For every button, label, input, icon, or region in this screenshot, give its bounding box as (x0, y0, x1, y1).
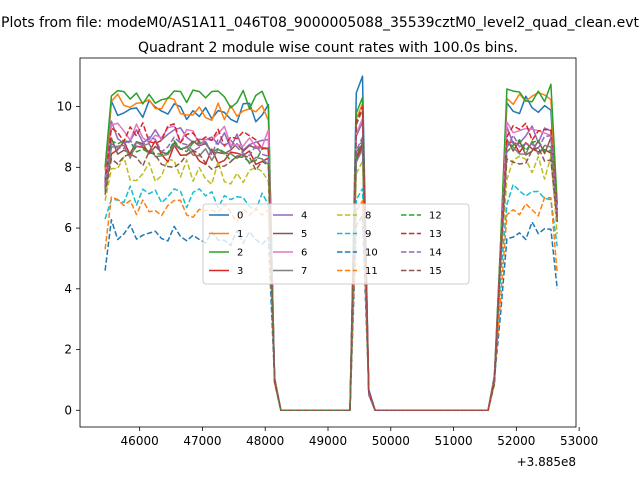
chart-title: Quadrant 2 module wise count rates with … (138, 40, 518, 56)
x-tick-label: 46000 (121, 434, 159, 448)
legend-label-9: 9 (365, 229, 371, 240)
legend-label-4: 4 (301, 211, 307, 222)
x-tick-label: 51000 (434, 434, 472, 448)
plot-area (79, 57, 577, 428)
legend-label-6: 6 (301, 248, 307, 259)
legend-label-3: 3 (237, 266, 243, 277)
y-tick-label: 8 (64, 160, 72, 174)
legend-label-14: 14 (429, 248, 442, 259)
figure-suptitle: Plots from file: modeM0/AS1A11_046T08_90… (1, 15, 639, 31)
legend-label-7: 7 (301, 266, 307, 277)
x-tick-label: 48000 (246, 434, 284, 448)
y-tick-label: 6 (64, 221, 72, 235)
legend-label-13: 13 (429, 229, 442, 240)
y-tick-label: 0 (64, 403, 72, 417)
legend-label-8: 8 (365, 211, 371, 222)
x-tick-label: 50000 (372, 434, 410, 448)
x-tick-label: 49000 (309, 434, 347, 448)
x-axis-offset-text: +3.885e8 (517, 455, 576, 469)
series-layer (104, 75, 558, 412)
legend-frame (202, 203, 470, 285)
x-tick-label: 53000 (560, 434, 598, 448)
x-tick-label: 52000 (497, 434, 535, 448)
legend-label-5: 5 (301, 229, 307, 240)
y-tick-label: 10 (57, 100, 72, 114)
x-tick-label: 47000 (183, 434, 221, 448)
legend-label-11: 11 (365, 266, 378, 277)
legend-label-12: 12 (429, 211, 442, 222)
legend-label-15: 15 (429, 266, 442, 277)
x-axis: 46000 47000 48000 49000 50000 51000 52000 53000 (121, 427, 598, 448)
y-tick-label: 4 (64, 282, 72, 296)
legend-label-10: 10 (365, 248, 378, 259)
y-axis: 0 2 4 6 8 10 (57, 100, 80, 417)
legend-label-0: 0 (237, 211, 243, 222)
legend-label-2: 2 (237, 248, 243, 259)
y-tick-label: 2 (64, 343, 72, 357)
series-line-15 (104, 108, 558, 412)
legend-label-1: 1 (237, 229, 243, 240)
